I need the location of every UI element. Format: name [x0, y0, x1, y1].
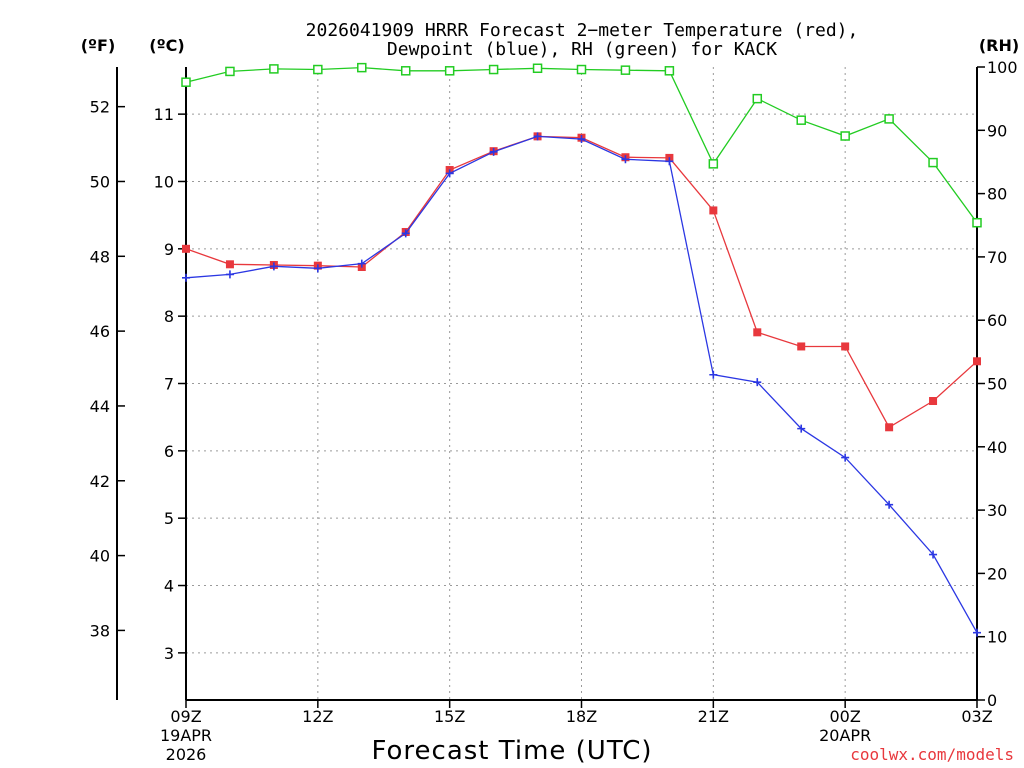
temperature-point [885, 423, 894, 432]
fahrenheit-tick-label: 46 [90, 322, 110, 341]
dewpoint-point [665, 157, 674, 166]
dewpoint-point [885, 500, 894, 509]
dewpoint-point [797, 424, 806, 433]
x-tick-date-label: 19APR [160, 726, 212, 745]
celsius-tick-label: 7 [164, 375, 174, 394]
temperature-point [929, 397, 938, 406]
temperature-point [797, 342, 806, 351]
x-tick-label: 00Z [830, 707, 861, 726]
temperature-point [753, 328, 762, 337]
rh-point [488, 64, 499, 75]
rh-tick-label: 50 [987, 375, 1007, 394]
dewpoint-point [841, 453, 850, 462]
dewpoint-point [313, 264, 322, 273]
rh-tick-label: 0 [987, 691, 997, 710]
dewpoint-point [445, 169, 454, 178]
celsius-tick-label: 8 [164, 307, 174, 326]
rh-tick-label: 80 [987, 185, 1007, 204]
source-credit: coolwx.com/models [850, 745, 1014, 764]
celsius-tick-label: 3 [164, 644, 174, 663]
chart-title-line2: Dewpoint (blue), RH (green) for KACK [387, 39, 777, 60]
dewpoint-point [401, 229, 410, 238]
celsius-tick-label: 9 [164, 240, 174, 259]
temperature-point [709, 206, 718, 215]
dewpoint-point [225, 270, 234, 279]
rh-point [444, 66, 455, 76]
temperature-point [973, 357, 981, 366]
grid-lines [186, 67, 977, 700]
fahrenheit-tick-label: 52 [90, 98, 110, 117]
rh-tick-label: 20 [987, 564, 1007, 583]
rh-tick-label: 100 [987, 58, 1018, 77]
x-tick-label: 21Z [698, 707, 729, 726]
rh-point [840, 131, 850, 141]
rh-point [576, 64, 587, 75]
rh-tick-label: 90 [987, 121, 1007, 140]
celsius-tick-label: 5 [164, 509, 174, 528]
dewpoint-point [577, 135, 586, 144]
x-axis-title: Forecast Time (UTC) [371, 736, 652, 766]
celsius-tick-label: 11 [154, 105, 174, 124]
rh-point [884, 114, 894, 124]
fahrenheit-tick-label: 40 [90, 547, 110, 566]
rh-point [225, 66, 235, 77]
dewpoint-point [621, 155, 630, 164]
x-tick-label: 18Z [566, 707, 597, 726]
dewpoint-point [269, 262, 278, 271]
temperature-point [182, 244, 190, 253]
celsius-tick-label: 10 [154, 172, 174, 191]
dewpoint-point [929, 550, 938, 559]
rh-point [928, 157, 938, 168]
celsius-unit-label: (ºC) [149, 36, 184, 55]
x-tick-label: 12Z [302, 707, 333, 726]
rh-point [708, 159, 719, 169]
dewpoint-point [973, 628, 981, 637]
x-tick-label: 09Z [170, 707, 201, 726]
rh-point [796, 115, 806, 125]
rh-tick-label: 40 [987, 438, 1007, 457]
dewpoint-point [182, 273, 190, 282]
x-tick-date-label: 20APR [819, 726, 871, 745]
rh-point [400, 66, 411, 76]
fahrenheit-tick-label: 44 [90, 397, 110, 416]
tick-labels: 3 4 5 6 7 8 9 10 11 38 40 42 44 46 48 50 52 0 10 20 30 40 50 60… [90, 58, 1018, 764]
axes [116, 66, 985, 708]
dewpoint-point [753, 378, 762, 387]
rh-point [181, 77, 191, 87]
rh-point [313, 64, 323, 75]
fahrenheit-tick-label: 42 [90, 472, 110, 491]
plot-series [181, 62, 982, 637]
rh-tick-label: 10 [987, 628, 1007, 647]
dewpoint-point [709, 370, 718, 379]
fahrenheit-unit-label: (ºF) [81, 36, 116, 55]
celsius-tick-label: 6 [164, 442, 174, 461]
chart-title-line1: 2026041909 HRRR Forecast 2−meter Tempera… [306, 20, 859, 41]
rh-point [620, 65, 631, 75]
rh-point [972, 217, 982, 228]
rh-point [357, 62, 367, 73]
rh-unit-label: (RH) [979, 36, 1019, 55]
dewpoint-line [185, 135, 978, 634]
x-tick-year-label: 2026 [166, 745, 207, 764]
rh-tick-label: 70 [987, 248, 1007, 267]
dewpoint-point [489, 147, 498, 156]
fahrenheit-tick-label: 48 [90, 247, 110, 266]
dewpoint-point [357, 259, 366, 268]
fahrenheit-tick-label: 50 [90, 172, 110, 191]
x-tick-label: 15Z [434, 707, 465, 726]
temperature-point [841, 342, 850, 351]
rh-tick-label: 30 [987, 501, 1007, 520]
fahrenheit-tick-label: 38 [90, 621, 110, 640]
rh-point [269, 64, 279, 74]
celsius-tick-label: 4 [164, 577, 174, 596]
rh-point [752, 93, 763, 104]
temperature-point [225, 260, 234, 269]
rh-tick-label: 60 [987, 311, 1007, 330]
x-tick-label: 03Z [961, 707, 992, 726]
rh-point [664, 66, 675, 76]
dewpoint-point [533, 132, 542, 141]
rh-point [532, 63, 543, 74]
